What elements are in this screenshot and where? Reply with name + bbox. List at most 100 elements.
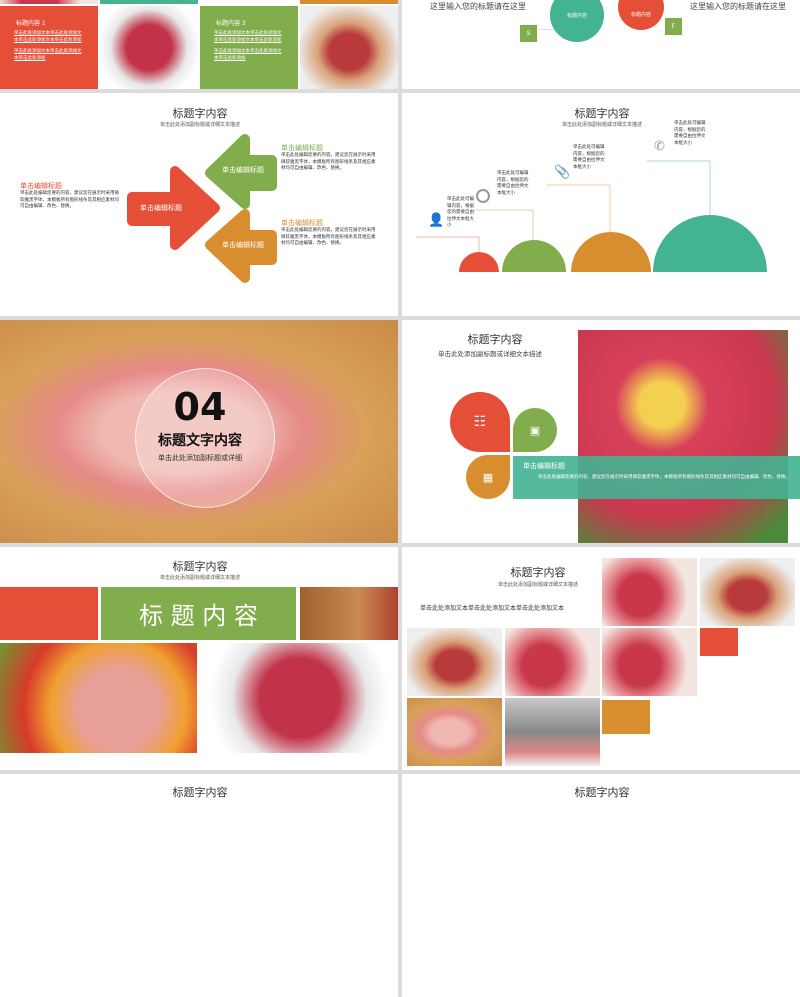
slide-subtitle: 单击此处添加副标题或详细文本描述 [159, 575, 240, 581]
gallery-image [700, 558, 795, 626]
arrows-graphic [127, 134, 277, 283]
gallery-image [602, 558, 697, 626]
petal-orange: ▦ [466, 455, 510, 499]
arrow-red [127, 166, 220, 250]
arrow-red-label[interactable]: 单击编辑标题 [140, 204, 182, 212]
circle-teal: 标题内容 [550, 0, 604, 42]
teal-strip [100, 0, 198, 4]
arrow-orange-label[interactable]: 单击编辑标题 [222, 241, 264, 249]
right-bottom-heading: 单击编辑标题 [281, 219, 323, 227]
gallery-image [407, 698, 502, 766]
slide-subtitle: 单击此处添加副标题或详细文本描述 [438, 350, 542, 358]
person-icon: 👤 [428, 213, 445, 228]
tile-text: 单击此处添加文本单击此处添加文本单击此处添加 [214, 49, 282, 61]
body-text: 单击此处添加文本单击此处添加文本单击此处添加文本 [420, 605, 565, 612]
section-subtitle: 单击此处添加副标题或详细 [158, 454, 242, 462]
steak-board-image [300, 6, 398, 89]
gallery-image [505, 698, 600, 766]
right-top-heading: 单击编辑标题 [281, 144, 323, 152]
tile-title: 标题内容 1 [16, 20, 46, 27]
tile-red: 标题内容 1 单击此处添加文本单击此处添加文本单击此处添加文本单击此处添加 单击… [0, 6, 98, 89]
tile-text: 单击此处添加文本单击此处添加文本单击此处添加 [14, 49, 82, 61]
beef-cubes-image [201, 643, 398, 753]
gallery-image [407, 628, 502, 696]
arrow-orange [205, 209, 277, 283]
box-f: F [665, 18, 682, 35]
meat-lemon-image [578, 330, 788, 543]
pork-veg-image [0, 643, 197, 753]
circle-label: 标题内容 [566, 12, 587, 19]
item-text: 单击此处可编辑内容，根据您的需要自由拉伸文本框大小 [674, 121, 706, 146]
petal-red: ☷ [450, 392, 510, 452]
semicircle-teal [653, 215, 767, 272]
slide-section[interactable]: 04 标题文字内容 单击此处添加副标题或详细 [0, 320, 398, 543]
banner-body: 单击此处编辑您要的内容，建议您在展示时采用微软雅黑字体，本模板所有图形线条及其相… [538, 475, 790, 480]
section-number: 04 [173, 385, 227, 429]
red-square [700, 628, 738, 656]
monitor-icon: ▣ [529, 423, 541, 437]
item-text: 单击此处可编辑内容，根据您的需要自由拉伸文本框大小 [497, 171, 529, 196]
slide-bottom-left[interactable]: 标题字内容 [0, 774, 398, 997]
slide-title: 标题字内容 [172, 560, 228, 573]
semicircle-orange [571, 232, 651, 272]
slide-arrows[interactable]: 标题字内容 单击此处添加副标题或详细文本描述 单击编辑标题 单击编辑标题 单击编… [0, 93, 398, 316]
paperclip-icon: 📎 [554, 165, 571, 180]
slide-subtitle: 单击此处添加副标题或详细文本描述 [561, 122, 642, 128]
section-title: 标题文字内容 [158, 433, 242, 449]
tile-text: 单击此处添加文本单击此处添加文本单击此处添加文本单击此处添加 [14, 31, 82, 43]
left-heading: 单击编辑标题 [20, 182, 62, 190]
image-strip [0, 0, 98, 4]
red-block [0, 587, 98, 640]
petal-green: ▣ [513, 408, 557, 452]
meat-cubes-image [100, 6, 198, 89]
clock-icon [476, 189, 490, 203]
arrow-green-label[interactable]: 单击编辑标题 [222, 166, 264, 174]
slide-petals[interactable]: 标题字内容 单击此处添加副标题或详细文本描述 ☷ ▣ ▦ 单击编辑标题 单击此处… [402, 320, 800, 543]
wood-image [300, 587, 398, 640]
gallery-image [505, 628, 600, 696]
right-bottom-body: 单击此处编辑您要的内容，建议您在展示时采用微软雅黑字体，本模板所有图形线条及其相… [281, 228, 376, 247]
circle-label: 标题内容 [630, 12, 651, 18]
box-s: S [520, 25, 537, 42]
orange-strip [300, 0, 398, 4]
slide-subtitle: 单击此处添加副标题或详细文本描述 [159, 122, 240, 128]
banner: 单击编辑标题 单击此处编辑您要的内容，建议您在展示时采用微软雅黑字体，本模板所有… [513, 456, 800, 499]
right-top-body: 单击此处编辑您要的内容，建议您在展示时采用微软雅黑字体，本模板所有图形线条及其相… [281, 153, 376, 172]
semicircle-graphic [416, 160, 767, 272]
slide-gallery[interactable]: 标题字内容 单击此处添加副标题或详细文本描述 单击此处添加文本单击此处添加文本单… [402, 547, 800, 770]
phone-icon: ✆ [654, 139, 665, 154]
slide-subtitle: 单击此处添加副标题或详细文本描述 [497, 582, 578, 588]
slide-title: 标题字内容 [574, 107, 630, 120]
left-body: 单击此处编辑您要的内容，建议您在展示时采用微软雅黑字体，本模板所有图形线条及其相… [20, 191, 119, 210]
arrow-green [205, 134, 277, 209]
slide-bottom-right[interactable]: 标题字内容 [402, 774, 800, 997]
circle-red: 标题内容 [618, 0, 664, 30]
green-banner: 标 题 内 容 [101, 587, 296, 640]
tile-title: 标题内容 3 [216, 20, 246, 27]
tile-text: 单击此处添加文本单击此处添加文本单击此处添加文本单击此处添加 [214, 31, 282, 43]
slide-circles[interactable]: 这里输入您的标题请在这里 这里输入您的标题请在这里 标题内容 标题内容 S F [402, 0, 800, 89]
semicircle-red [459, 252, 499, 272]
item-text: 单击此处可编辑内容，根据您的需要自由拉伸文本框大小 [573, 145, 605, 170]
orange-square [602, 700, 650, 734]
item-text: 单击此处可编辑内容，根据您的需要自由拉伸文本框大小 [447, 197, 474, 229]
slide-title: 标题字内容 [467, 333, 523, 346]
slide-title: 标题字内容 [172, 786, 228, 799]
equalizer-icon: ☷ [473, 414, 487, 430]
connector-line [520, 29, 560, 30]
banner-text: 标 题 内 容 [139, 602, 258, 630]
gallery-image [602, 628, 697, 696]
decorative-circle [135, 368, 275, 508]
slide-tiles[interactable]: 标题内容 1 单击此处添加文本单击此处添加文本单击此处添加文本单击此处添加 单击… [0, 0, 398, 89]
slide-title: 标题字内容 [510, 566, 566, 579]
tile-green: 标题内容 3 单击此处添加文本单击此处添加文本单击此处添加文本单击此处添加 单击… [200, 6, 298, 89]
right-text: 这里输入您的标题请在这里 [690, 2, 786, 11]
slide-semicircles[interactable]: 标题字内容 单击此处添加副标题或详细文本描述 👤 单击此处可编辑内容，根据您的需… [402, 93, 800, 316]
semicircle-green [502, 240, 566, 272]
left-text: 这里输入您的标题请在这里 [430, 2, 526, 11]
slide-title: 标题字内容 [172, 107, 228, 120]
slide-banner[interactable]: 标题字内容 单击此处添加副标题或详细文本描述 标 题 内 容 [0, 547, 398, 770]
easel-icon: ▦ [482, 470, 494, 484]
banner-heading: 单击编辑标题 [523, 462, 565, 470]
slide-title: 标题字内容 [574, 786, 630, 799]
